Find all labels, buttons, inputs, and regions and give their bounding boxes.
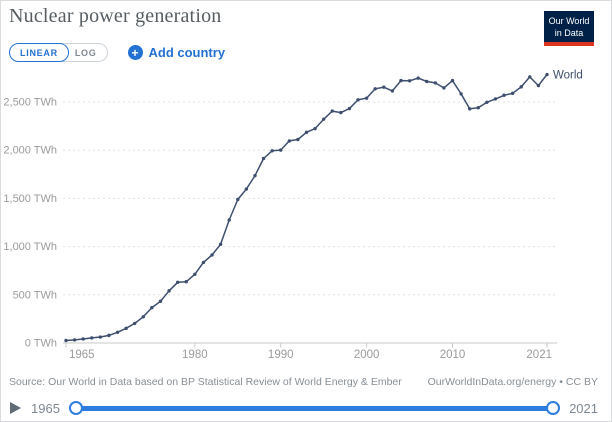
data-point-marker[interactable]: [425, 79, 429, 84]
data-point-marker[interactable]: [218, 242, 223, 246]
data-point-marker[interactable]: [467, 107, 472, 111]
y-axis-tick-label: 500 TWh: [13, 289, 57, 301]
data-point-marker[interactable]: [545, 72, 549, 77]
timeline-end-label: 2021: [569, 400, 598, 416]
linear-toggle-button[interactable]: LINEAR: [9, 43, 69, 62]
data-point-marker[interactable]: [141, 315, 146, 319]
y-axis-tick-label: 2,000 TWh: [3, 145, 57, 157]
log-toggle-button[interactable]: LOG: [60, 43, 108, 62]
x-axis-tick-label: 1980: [182, 349, 208, 361]
data-point-marker[interactable]: [296, 137, 300, 142]
data-point-marker[interactable]: [433, 81, 438, 85]
plus-circle-icon: +: [127, 45, 143, 60]
data-point-marker[interactable]: [81, 337, 85, 341]
data-point-marker[interactable]: [124, 326, 128, 331]
data-point-marker[interactable]: [356, 98, 360, 102]
data-point-marker[interactable]: [150, 305, 154, 310]
chart-controls: LINEAR LOG + Add country: [9, 43, 225, 62]
data-point-marker[interactable]: [321, 117, 326, 121]
series-end-label: World: [553, 70, 583, 82]
x-axis-tick-label: 2010: [440, 349, 466, 361]
data-point-marker[interactable]: [399, 78, 403, 83]
data-point-marker[interactable]: [390, 89, 395, 93]
data-point-marker[interactable]: [373, 87, 377, 91]
page-title: Nuclear power generation: [9, 5, 222, 27]
data-point-marker[interactable]: [261, 156, 266, 161]
y-axis-tick-label: 0 TWh: [25, 338, 57, 350]
timeline-start-handle[interactable]: [68, 401, 83, 415]
data-point-marker[interactable]: [339, 110, 343, 115]
data-point-marker[interactable]: [304, 130, 309, 134]
data-point-marker[interactable]: [90, 336, 94, 340]
data-point-marker[interactable]: [330, 109, 334, 113]
data-point-marker[interactable]: [107, 333, 111, 338]
timeline-start-label: 1965: [31, 400, 60, 416]
add-country-button[interactable]: + Add country: [127, 45, 226, 60]
data-point-marker[interactable]: [236, 197, 240, 202]
data-point-marker[interactable]: [158, 299, 163, 303]
data-point-marker[interactable]: [510, 91, 515, 96]
source-text: Source: Our World in Data based on BP St…: [9, 376, 402, 388]
scale-toggle: LINEAR LOG: [9, 43, 108, 62]
timeline-slider[interactable]: [68, 401, 561, 415]
data-point-marker[interactable]: [175, 280, 180, 284]
data-point-marker[interactable]: [407, 79, 412, 83]
data-point-marker[interactable]: [502, 93, 506, 97]
data-point-marker[interactable]: [133, 321, 137, 326]
timeline: 1965 2021: [10, 397, 598, 419]
owid-logo[interactable]: Our World in Data: [544, 11, 594, 47]
data-point-marker[interactable]: [244, 187, 249, 191]
data-point-marker[interactable]: [201, 260, 206, 265]
data-point-marker[interactable]: [442, 86, 446, 90]
license-link[interactable]: OurWorldInData.org/energy • CC BY: [427, 376, 598, 388]
x-axis-tick-label: 2000: [354, 349, 380, 361]
y-axis-tick-label: 1,500 TWh: [3, 193, 57, 205]
data-point-marker[interactable]: [536, 83, 541, 88]
data-point-marker[interactable]: [485, 100, 489, 104]
data-point-marker[interactable]: [450, 78, 455, 83]
data-point-marker[interactable]: [210, 253, 214, 257]
owid-logo-line2: in Data: [554, 28, 584, 39]
data-point-marker[interactable]: [64, 338, 68, 343]
data-point-marker[interactable]: [193, 272, 197, 276]
add-country-label: Add country: [148, 45, 226, 60]
data-point-marker[interactable]: [364, 96, 369, 100]
data-point-marker[interactable]: [279, 148, 283, 152]
owid-logo-line1: Our World: [548, 16, 590, 26]
data-point-marker[interactable]: [227, 218, 231, 222]
timeline-end-handle[interactable]: [546, 401, 561, 415]
data-point-marker[interactable]: [270, 149, 274, 153]
data-point-marker[interactable]: [528, 75, 532, 79]
data-point-marker[interactable]: [253, 173, 257, 178]
data-point-marker[interactable]: [347, 106, 352, 111]
world-series-line[interactable]: [65, 73, 548, 342]
data-point-marker[interactable]: [382, 85, 386, 89]
data-point-marker[interactable]: [493, 97, 498, 101]
data-point-marker[interactable]: [98, 335, 103, 339]
data-point-marker[interactable]: [167, 289, 171, 293]
y-axis-tick-label: 1,000 TWh: [3, 241, 57, 253]
data-point-marker[interactable]: [313, 126, 317, 131]
data-point-marker[interactable]: [459, 92, 463, 96]
data-point-marker[interactable]: [519, 85, 523, 89]
data-point-marker[interactable]: [287, 139, 292, 143]
play-icon[interactable]: [10, 402, 21, 414]
x-axis-tick-label: 2021: [526, 349, 552, 361]
data-point-marker[interactable]: [72, 338, 77, 342]
data-point-marker[interactable]: [416, 76, 420, 80]
y-axis-tick-label: 2,500 TWh: [3, 97, 57, 109]
x-axis-tick-label: 1990: [268, 349, 294, 361]
data-point-marker[interactable]: [115, 330, 120, 334]
data-point-marker[interactable]: [184, 279, 188, 284]
data-point-marker[interactable]: [476, 105, 480, 110]
x-axis-tick-label: 1965: [69, 349, 95, 361]
